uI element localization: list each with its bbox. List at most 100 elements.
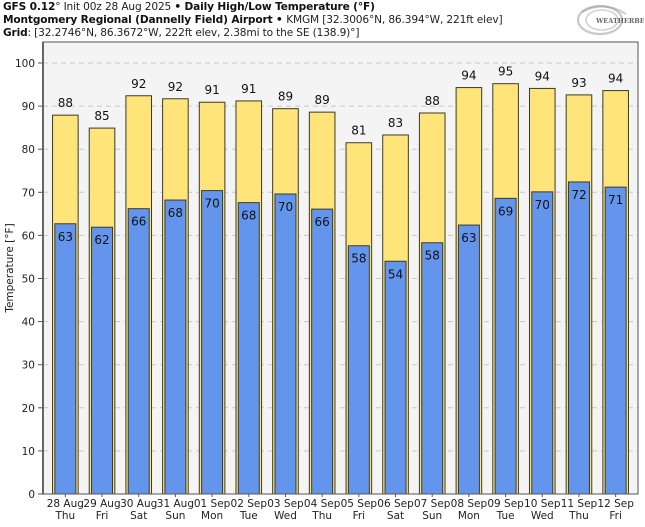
low-temp-bar [604, 186, 627, 495]
x-tick-date: 02 Sep [231, 498, 268, 510]
y-tick-label: 40 [22, 317, 35, 329]
low-temp-label: 63 [58, 230, 73, 244]
bars: 88 63 85 62 92 66 92 68 91 70 91 68 89 70 89 66 81 58 83 54… [52, 65, 629, 495]
station-name: Montgomery Regional (Dannelly Field) Air… [3, 14, 273, 26]
x-tick-date: 01 Sep [194, 498, 231, 510]
x-tick-date: 06 Sep [377, 498, 414, 510]
low-temp-label: 70 [278, 200, 293, 214]
low-temp-label: 58 [425, 249, 440, 263]
model-degree: ° [55, 1, 61, 13]
x-tick-day: Sun [422, 510, 442, 522]
high-temp-label: 93 [571, 76, 586, 90]
low-temp-bar [311, 208, 334, 495]
x-tick-date: 28 Aug [47, 498, 84, 510]
low-temp-label: 62 [94, 233, 109, 247]
x-tick-date: 29 Aug [83, 498, 120, 510]
station-line: Montgomery Regional (Dannelly Field) Air… [3, 14, 503, 27]
plot-frame [42, 41, 639, 495]
low-temp-bar [127, 208, 150, 495]
low-temp-label: 58 [351, 252, 366, 266]
high-temp-label: 91 [241, 82, 256, 96]
y-tick-label: 70 [22, 187, 35, 199]
x-tick-day: Fri [96, 510, 109, 522]
y-tick-label: 100 [15, 58, 35, 70]
low-temp-label: 69 [498, 204, 513, 218]
low-temp-label: 72 [571, 188, 586, 202]
high-temp-label: 89 [315, 93, 330, 107]
high-temp-label: 91 [204, 83, 219, 97]
x-tick-date: 12 Sep [597, 498, 634, 510]
low-temp-label: 70 [204, 197, 219, 211]
x-tick-date: 09 Sep [487, 498, 524, 510]
init-time: Init 00z 28 Aug 2025 [60, 1, 175, 13]
y-tick-label: 0 [28, 489, 35, 501]
low-temp-label: 63 [461, 231, 476, 245]
low-temp-bar [421, 242, 444, 495]
x-tick-day: Wed [274, 510, 297, 522]
low-temp-bar [54, 223, 77, 495]
x-tick-date: 30 Aug [120, 498, 157, 510]
low-temp-label: 66 [131, 215, 146, 229]
x-tick-day: Thu [311, 510, 332, 522]
high-temp-label: 83 [388, 116, 403, 130]
y-tick-label: 10 [22, 446, 35, 458]
low-temp-label: 66 [315, 215, 330, 229]
high-temp-label: 88 [425, 94, 440, 108]
grid-line: Grid: [32.2746°N, 86.3672°W, 222ft elev,… [3, 27, 359, 40]
high-temp-label: 89 [278, 90, 293, 104]
low-temp-bar [531, 191, 554, 495]
x-tick-day: Sat [130, 510, 147, 522]
high-temp-label: 95 [498, 65, 513, 79]
x-tick-day: Mon [458, 510, 480, 522]
low-temp-bar [91, 226, 114, 495]
low-temp-bar [347, 245, 370, 495]
x-tick-day: Tue [239, 510, 258, 522]
x-tick-date: 08 Sep [451, 498, 488, 510]
x-tick-date: 04 Sep [304, 498, 341, 510]
low-temp-bar [384, 260, 407, 495]
x-tick-day: Wed [531, 510, 554, 522]
x-tick-day: Thu [54, 510, 75, 522]
chart-title-line: GFS 0.12° Init 00z 28 Aug 2025 • Daily H… [3, 1, 375, 14]
high-temp-label: 92 [131, 77, 146, 91]
high-temp-label: 94 [608, 72, 623, 86]
low-temp-label: 68 [241, 209, 256, 223]
x-tick-day: Sat [387, 510, 404, 522]
x-tick-day: Fri [609, 510, 622, 522]
y-tick-label: 80 [22, 144, 35, 156]
y-tick-label: 50 [22, 274, 35, 286]
y-tick-label: 20 [22, 403, 35, 415]
x-tick-date: 07 Sep [414, 498, 451, 510]
y-tick-label: 60 [22, 230, 35, 242]
low-temp-label: 71 [608, 193, 623, 207]
station-separator: • [272, 14, 287, 26]
grid-label: Grid [3, 27, 28, 39]
high-temp-label: 92 [168, 80, 183, 94]
high-temp-label: 94 [461, 69, 476, 83]
high-temp-label: 94 [535, 69, 550, 83]
model-name: GFS 0.12 [3, 1, 56, 13]
low-temp-label: 70 [535, 198, 550, 212]
high-temp-label: 85 [94, 109, 109, 123]
x-tick-day: Mon [201, 510, 223, 522]
low-temp-label: 54 [388, 267, 403, 281]
low-temp-bar [164, 199, 187, 495]
x-tick-date: 31 Aug [157, 498, 194, 510]
low-temp-bar [274, 193, 297, 495]
low-temp-bar [567, 181, 590, 495]
low-temp-bar [494, 197, 517, 495]
title-separator: • [174, 1, 181, 13]
x-tick-date: 05 Sep [341, 498, 378, 510]
grid-details: : [32.2746°N, 86.3672°W, 222ft elev, 2.3… [27, 27, 360, 39]
x-tick-day: Tue [496, 510, 515, 522]
high-temp-label: 81 [351, 124, 366, 138]
low-temp-bar [237, 202, 260, 495]
y-axis-ticks: 0 10 20 30 40 50 60 70 80 90 100 [15, 58, 43, 501]
weatherbell-logo: WEATHERBELL [576, 4, 644, 36]
weatherbell-swirl-icon [576, 4, 627, 36]
x-tick-date: 11 Sep [561, 498, 598, 510]
y-tick-label: 90 [22, 101, 35, 113]
logo-text: WEATHERBELL [595, 17, 644, 25]
